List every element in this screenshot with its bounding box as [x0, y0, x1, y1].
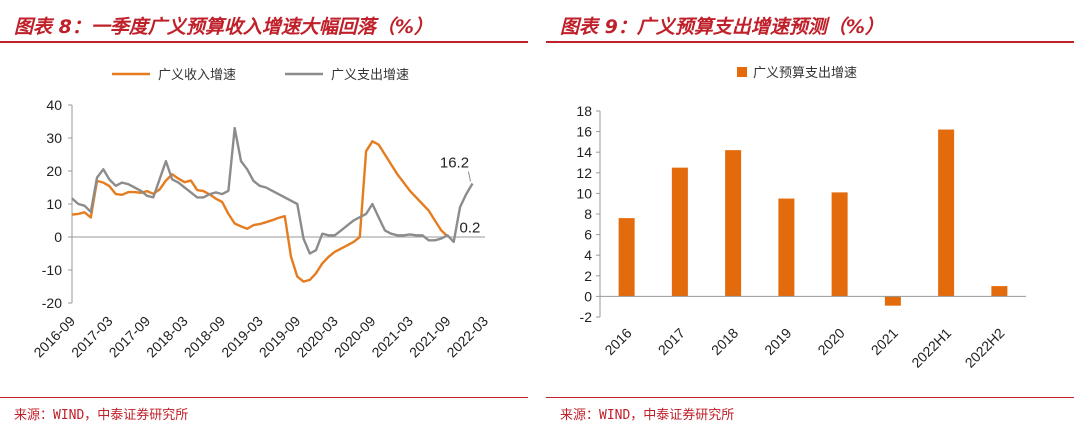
legend-swatch	[737, 67, 747, 77]
bar	[618, 218, 635, 297]
left-source-rule	[0, 397, 528, 398]
annotation-leader	[467, 171, 471, 182]
left-source-note: 来源：WIND，中泰证券研究所	[14, 408, 189, 423]
annotation-expenditure: 16.2	[440, 155, 469, 172]
left-chart-title: 图表 8：一季度广义预算收入增速大幅回落（%）	[14, 16, 433, 38]
y-tick-label: 2	[584, 268, 592, 284]
right-title-rule	[546, 41, 1074, 43]
x-tick-label: 2021	[868, 325, 901, 358]
x-tick-label: 2022H1	[908, 325, 954, 371]
x-tick-label: 2022H2	[962, 325, 1008, 371]
right-chart-title: 图表 9：广义预算支出增速预测（%）	[560, 16, 884, 38]
x-tick-label: 2017	[655, 325, 688, 358]
annotation-revenue: 0.2	[459, 219, 480, 236]
right-chart-panel: 图表 9：广义预算支出增速预测（%） -2 0 2 4 6 8 10 12 14 16 18 2016…	[546, 0, 1074, 429]
bar	[831, 192, 848, 297]
y-tick-label: 16	[576, 124, 592, 140]
x-tick-label: 2019	[761, 325, 794, 358]
x-tick-label: 2018	[708, 325, 741, 358]
y-tick-label: 14	[576, 144, 592, 160]
y-tick-label: 6	[584, 227, 592, 243]
x-tick-label: 2020	[814, 325, 847, 358]
left-title-rule	[0, 41, 528, 43]
x-tick-label: 2016	[601, 325, 634, 358]
left-chart-panel: 图表 8：一季度广义预算收入增速大幅回落（%） -20 -10 0 10 20 30 40 2…	[0, 0, 528, 429]
y-tick-label: 30	[46, 130, 62, 146]
bar	[884, 296, 901, 306]
x-tick-label: 2022-03	[443, 313, 491, 361]
y-tick-label: 40	[46, 97, 62, 113]
legend-label: 广义预算支出增速	[753, 66, 857, 81]
right-source-rule	[546, 397, 1074, 398]
y-tick-label: 0	[584, 288, 592, 304]
y-tick-label: -10	[42, 262, 62, 278]
legend-label: 广义支出增速	[331, 68, 409, 83]
right-source-note: 来源：WIND，中泰证券研究所	[560, 408, 735, 423]
bar	[938, 129, 955, 297]
bar	[778, 198, 795, 297]
y-tick-label: 10	[46, 196, 62, 212]
left-line-chart: -20-100102030402016-092017-032017-092018…	[30, 68, 491, 361]
y-tick-label: 20	[46, 163, 62, 179]
right-bar-chart: -2 0 2 4 6 8 10 12 14 16 18 2016 2017 2018 2019 2020 202…	[576, 66, 1026, 371]
y-tick-label: 18	[576, 103, 592, 119]
series-line-revenue	[71, 140, 449, 283]
bar	[725, 150, 742, 297]
y-tick-label: 8	[584, 206, 592, 222]
legend-label: 广义收入增速	[158, 68, 236, 83]
series-line-expenditure	[71, 126, 474, 255]
bar	[671, 167, 688, 297]
y-tick-label: -20	[42, 295, 62, 311]
y-tick-label: -2	[580, 309, 593, 325]
y-tick-label: 10	[576, 185, 592, 201]
bar	[991, 286, 1008, 297]
y-tick-label: 4	[584, 247, 592, 263]
y-tick-label: 0	[54, 229, 62, 245]
y-tick-label: 12	[576, 165, 592, 181]
